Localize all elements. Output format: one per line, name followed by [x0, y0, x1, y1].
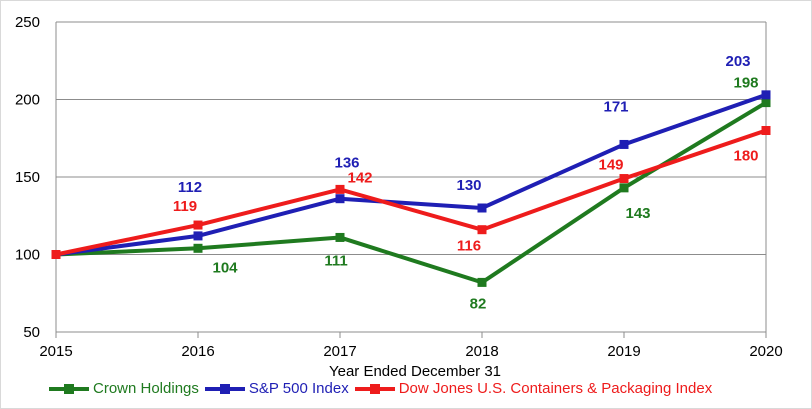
legend-swatch-dow-jones-containers-packaging: [354, 383, 395, 394]
data-point-marker: [335, 194, 345, 204]
data-label: 119: [173, 198, 197, 215]
data-label: 180: [733, 148, 758, 165]
legend-swatch-sp500-index: [204, 383, 245, 394]
data-point-marker: [619, 174, 629, 184]
x-tick-label: 2019: [607, 343, 640, 360]
data-label: 112: [178, 179, 202, 196]
data-label: 136: [334, 155, 359, 172]
x-tick-label: 2015: [39, 343, 72, 360]
data-point-marker: [193, 220, 203, 230]
data-label: 203: [725, 53, 750, 70]
y-tick-label: 250: [15, 14, 40, 31]
data-point-marker: [761, 126, 771, 135]
legend-label-sp500-index: S&P 500 Index: [248, 380, 349, 397]
data-label: 116: [457, 238, 481, 255]
data-point-marker: [477, 203, 487, 213]
data-label: 198: [733, 75, 758, 92]
data-point-marker: [761, 98, 771, 108]
data-label: 171: [603, 98, 628, 115]
x-tick-label: 2016: [181, 343, 214, 360]
y-tick-label: 150: [15, 169, 40, 186]
y-tick-label: 200: [15, 92, 40, 109]
legend-label-crown-holdings: Crown Holdings: [93, 380, 199, 397]
data-point-marker: [335, 184, 345, 194]
x-tick-label: 2017: [323, 343, 356, 360]
data-point-marker: [51, 250, 61, 259]
data-label: 142: [347, 169, 372, 186]
legend-item-dow-jones-containers-packaging: Dow Jones U.S. Containers & Packaging In…: [354, 380, 713, 397]
data-point-marker: [477, 277, 487, 287]
chart-legend: Crown Holdings S&P 500 Index Dow Jones U…: [49, 380, 718, 397]
legend-label-dow-jones-containers-packaging: Dow Jones U.S. Containers & Packaging In…: [398, 380, 713, 397]
data-label: 143: [625, 205, 650, 222]
data-point-marker: [477, 225, 487, 235]
series-line: [55, 92, 767, 257]
data-point-marker: [193, 243, 203, 253]
data-point-marker: [193, 231, 203, 241]
x-tick-label: 2020: [749, 343, 782, 360]
data-label: 104: [212, 259, 238, 276]
data-point-marker: [619, 183, 629, 193]
legend-item-sp500-index: S&P 500 Index: [204, 380, 349, 397]
x-tick-label: 2018: [465, 343, 498, 360]
data-label: 111: [324, 252, 347, 269]
legend-item-crown-holdings: Crown Holdings: [49, 380, 199, 397]
data-label: 149: [598, 157, 623, 174]
series-line: [55, 100, 768, 285]
data-point-marker: [619, 139, 629, 149]
data-label: 130: [456, 177, 481, 194]
legend-swatch-crown-holdings: [49, 383, 89, 394]
data-label: 82: [470, 295, 487, 312]
x-axis-title: Year Ended December 31: [329, 363, 501, 380]
y-tick-label: 100: [15, 247, 40, 264]
series-line: [55, 128, 767, 257]
data-point-marker: [761, 90, 771, 100]
y-tick-label: 50: [23, 324, 40, 341]
data-point-marker: [335, 232, 345, 242]
